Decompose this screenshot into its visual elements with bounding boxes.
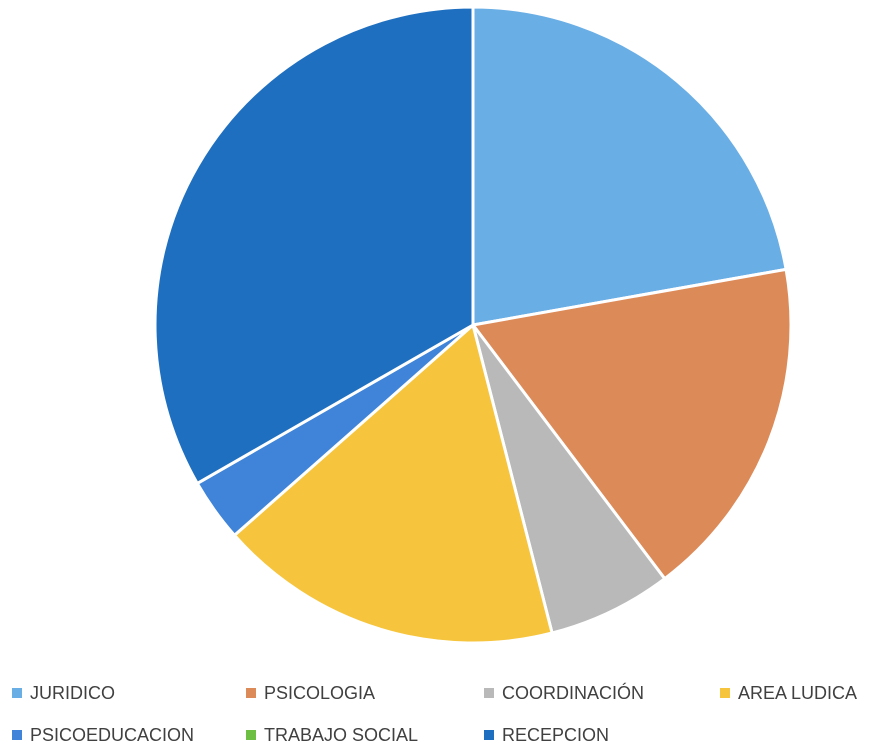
legend-swatch (484, 688, 494, 698)
legend-swatch (720, 688, 730, 698)
legend-item-psicologia: PSICOLOGIA (246, 680, 375, 706)
legend-label: AREA LUDICA (738, 682, 858, 703)
legend-item-coordinaci-n: COORDINACIÓN (484, 680, 644, 706)
legend-swatch (12, 688, 22, 698)
legend-swatch (12, 730, 22, 740)
legend-item-area-ludica: AREA LUDICA (720, 680, 857, 706)
pie-slice-juridico (471, 5, 788, 327)
pie-slice-recepcion (153, 5, 475, 485)
legend: JURIDICO PSICOLOGIA COORDINACIÓN AREA LUDIC… (0, 672, 874, 750)
legend-label: PSICOLOGIA (264, 682, 376, 703)
pie-slices (153, 5, 793, 645)
legend-swatch (246, 730, 256, 740)
legend-label: PSICOEDUCACION (30, 724, 195, 745)
legend-item-psicoeducacion: PSICOEDUCACION (12, 722, 194, 748)
legend-item-trabajo-social: TRABAJO SOCIAL (246, 722, 418, 748)
pie-slice-coordinaci-n (471, 323, 667, 635)
pie-chart (153, 5, 793, 645)
pie-slice-psicologia (471, 267, 793, 581)
legend-label: RECEPCION (502, 724, 610, 745)
legend-item-juridico: JURIDICO (12, 680, 115, 706)
pie-slice-area-ludica (232, 323, 554, 645)
legend-swatch (484, 730, 494, 740)
legend-label: JURIDICO (30, 682, 115, 703)
legend-item-recepcion: RECEPCION (484, 722, 609, 748)
legend-label: TRABAJO SOCIAL (264, 724, 419, 745)
legend-label: COORDINACIÓN (502, 682, 645, 703)
legend-swatch (246, 688, 256, 698)
